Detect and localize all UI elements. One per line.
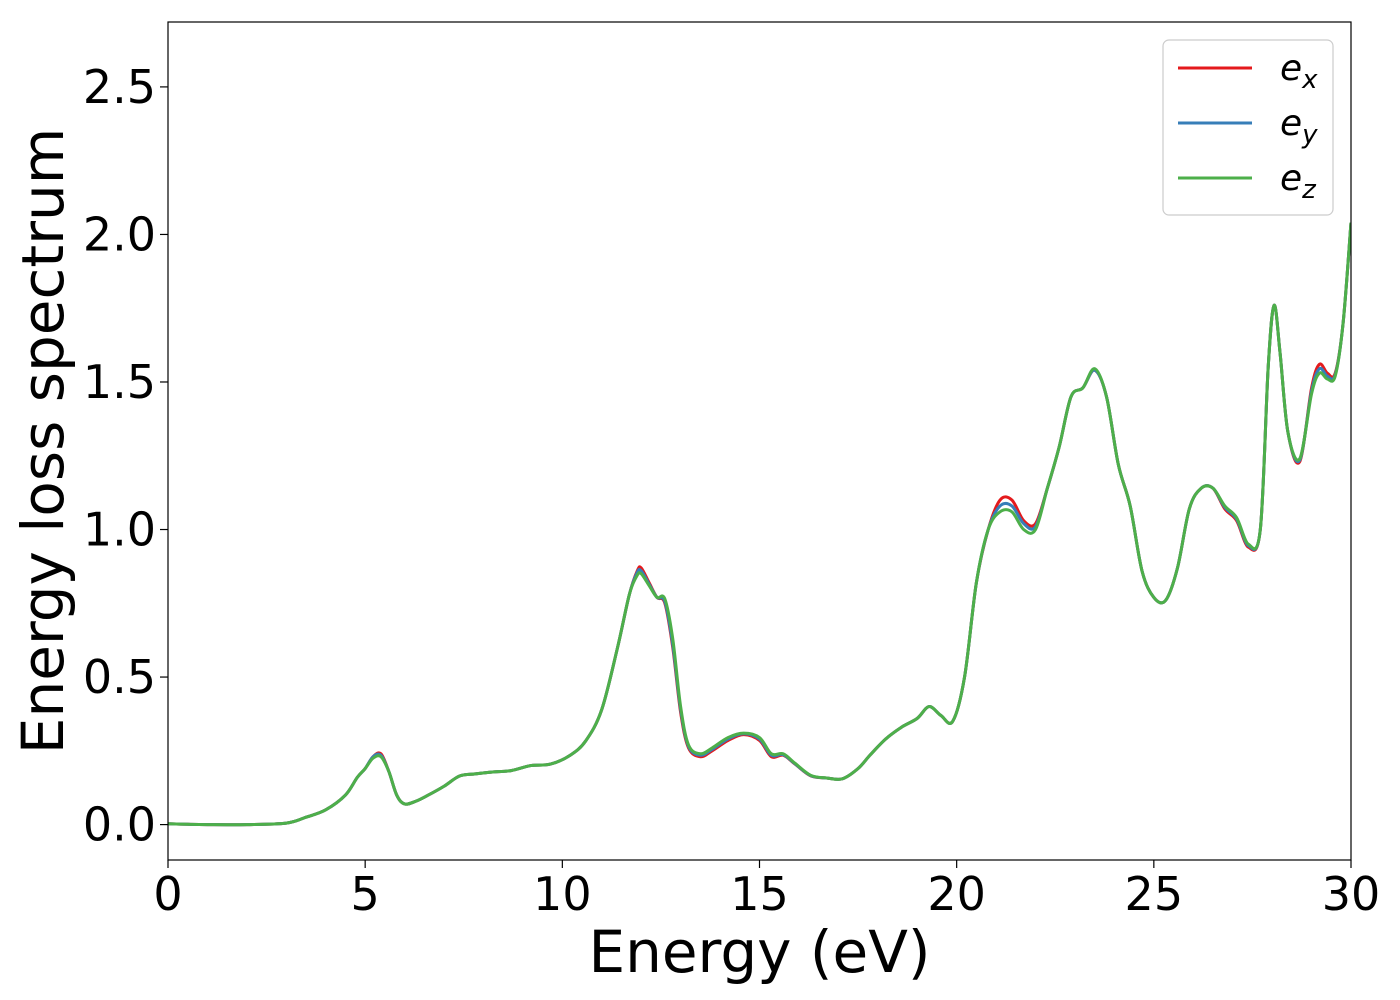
legend-label: ey: [1280, 103, 1318, 150]
y-tick-label: 0.5: [83, 650, 156, 704]
legend-label: ex: [1280, 48, 1318, 95]
y-axis-title: Energy loss spectrum: [9, 128, 77, 754]
series-line-ey: [168, 222, 1351, 827]
y-tick-label: 2.0: [83, 207, 156, 261]
x-tick-label: 25: [1125, 867, 1184, 921]
x-tick-label: 15: [730, 867, 789, 921]
y-tick-label: 2.5: [83, 60, 156, 114]
y-axis-ticks: 0.0 0.5 1.0 1.5 2.0 2.5: [83, 60, 168, 852]
y-tick-label: 1.5: [83, 355, 156, 409]
series-layer: [168, 222, 1351, 827]
x-tick-label: 20: [927, 867, 986, 921]
legend-box: [1162, 39, 1334, 216]
legend: ex ey ez: [1162, 39, 1334, 216]
series-line-ez: [168, 222, 1351, 827]
legend-label: ez: [1280, 158, 1317, 205]
x-tick-label: 10: [533, 867, 592, 921]
x-axis-ticks: 0 5 10 15 20 25 30: [153, 860, 1380, 921]
x-tick-label: 0: [153, 867, 182, 921]
x-tick-label: 30: [1322, 867, 1381, 921]
x-axis-title: Energy (eV): [588, 918, 930, 986]
x-tick-label: 5: [351, 867, 380, 921]
series-line-ex: [168, 222, 1351, 827]
y-tick-label: 1.0: [83, 503, 156, 557]
y-tick-label: 0.0: [83, 798, 156, 852]
